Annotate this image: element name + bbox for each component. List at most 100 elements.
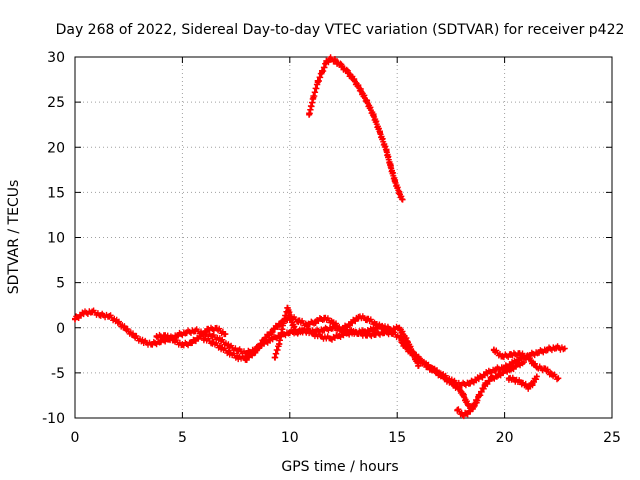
data-point <box>149 340 156 347</box>
data-point <box>383 147 390 154</box>
data-point <box>226 343 233 350</box>
data-point <box>533 364 540 371</box>
data-point <box>456 386 463 393</box>
data-point <box>314 79 321 86</box>
x-tick-label: 15 <box>388 430 406 446</box>
data-point <box>396 190 403 197</box>
data-point <box>512 377 519 384</box>
data-point <box>490 347 497 354</box>
data-point <box>235 347 242 354</box>
data-point <box>162 332 169 339</box>
data-point <box>508 366 515 373</box>
data-series <box>505 373 540 392</box>
data-point <box>97 312 104 319</box>
data-point <box>319 69 326 76</box>
data-point <box>561 345 568 352</box>
data-point <box>187 340 194 347</box>
data-point <box>525 384 532 391</box>
data-point <box>361 328 368 335</box>
data-point <box>323 59 330 66</box>
x-tick-label: 20 <box>496 430 514 446</box>
data-point <box>441 375 448 382</box>
data-point <box>520 359 527 366</box>
data-point <box>336 332 343 339</box>
data-point <box>495 372 502 379</box>
y-tick-label: 0 <box>56 321 65 337</box>
x-tick-label: 5 <box>178 430 187 446</box>
data-point <box>80 310 87 317</box>
data-point <box>312 318 319 325</box>
data-point <box>396 324 403 331</box>
data-point <box>387 326 394 333</box>
data-point <box>327 55 334 62</box>
y-tick-label: 25 <box>47 95 65 111</box>
plot-area <box>72 54 568 420</box>
data-point <box>407 349 414 356</box>
data-point <box>205 326 212 333</box>
data-point <box>218 337 225 344</box>
data-point <box>243 355 250 362</box>
data-point <box>379 322 386 329</box>
data-point <box>542 366 549 373</box>
data-point <box>364 315 371 322</box>
data-point <box>344 330 351 337</box>
data-point <box>415 355 422 362</box>
data-series <box>454 399 480 420</box>
data-point <box>482 381 489 388</box>
data-point <box>404 339 411 346</box>
data-point <box>89 308 96 315</box>
data-point <box>508 351 515 358</box>
data-point <box>514 361 521 368</box>
data-point <box>213 325 220 332</box>
data-point <box>415 362 422 369</box>
y-axis-label: SDTVAR / TECUs <box>6 180 22 295</box>
data-series <box>200 313 396 363</box>
data-point <box>175 331 182 338</box>
data-point <box>454 406 461 413</box>
data-point <box>284 304 291 311</box>
data-point <box>321 326 328 333</box>
data-point <box>252 348 259 355</box>
x-axis-label: GPS time / hours <box>281 459 398 475</box>
y-tick-label: 30 <box>47 50 65 66</box>
data-point <box>331 57 338 64</box>
chart-title: Day 268 of 2022, Sidereal Day-to-day VTE… <box>56 22 625 38</box>
data-point <box>548 371 555 378</box>
data-point <box>460 412 467 419</box>
data-point <box>310 331 317 338</box>
data-point <box>286 329 293 336</box>
y-tick-label: 20 <box>47 140 65 156</box>
data-point <box>192 327 199 334</box>
data-point <box>525 354 532 361</box>
data-point <box>499 353 506 360</box>
data-point <box>364 99 371 106</box>
data-point <box>301 327 308 334</box>
y-tick-label: 10 <box>47 231 65 247</box>
data-point <box>370 326 377 333</box>
data-point <box>327 335 334 342</box>
grid-lines <box>75 57 612 418</box>
data-point <box>132 333 139 340</box>
data-point <box>475 375 482 382</box>
data-point <box>475 393 482 400</box>
data-point <box>355 313 362 320</box>
y-tick-label: -5 <box>51 366 65 382</box>
data-point <box>288 319 295 326</box>
data-point <box>222 331 229 338</box>
data-point <box>123 326 130 333</box>
data-point <box>493 366 500 373</box>
data-point <box>306 111 313 118</box>
y-tick-label: 15 <box>47 185 65 201</box>
data-point <box>200 335 207 342</box>
data-point <box>398 339 405 346</box>
data-point <box>533 373 540 380</box>
data-series <box>398 337 527 412</box>
data-point <box>399 196 406 203</box>
data-point <box>473 399 480 406</box>
data-point <box>432 368 439 375</box>
data-point <box>460 393 467 400</box>
data-point <box>209 332 216 339</box>
data-point <box>303 322 310 329</box>
data-point <box>501 368 508 375</box>
y-tick-label: 5 <box>56 276 65 292</box>
